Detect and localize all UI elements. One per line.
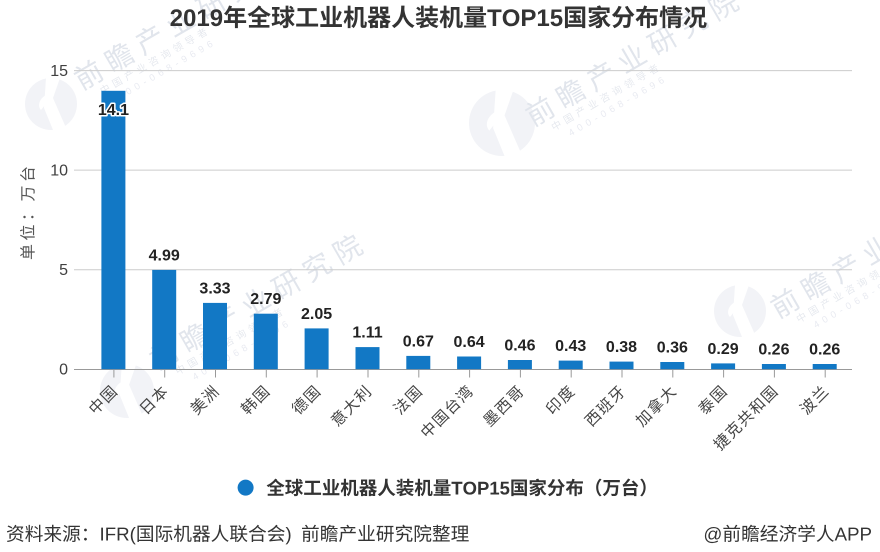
svg-text:5: 5 (59, 262, 68, 279)
svg-text:0: 0 (59, 362, 68, 379)
svg-text:14.1: 14.1 (98, 102, 129, 119)
svg-text:0.64: 0.64 (454, 334, 485, 351)
svg-text:4.99: 4.99 (149, 247, 180, 264)
svg-text:0.36: 0.36 (657, 340, 688, 357)
svg-text:3.33: 3.33 (199, 280, 230, 297)
svg-text:10: 10 (50, 163, 68, 180)
svg-text:0.26: 0.26 (758, 342, 789, 359)
svg-text:0.38: 0.38 (606, 339, 637, 356)
svg-text:0.26: 0.26 (809, 342, 840, 359)
svg-text:0.29: 0.29 (708, 341, 739, 358)
svg-text:0.46: 0.46 (504, 338, 535, 355)
svg-text:2.79: 2.79 (250, 291, 281, 308)
svg-text:0.67: 0.67 (403, 333, 434, 350)
svg-text:15: 15 (50, 63, 68, 80)
svg-text:0.43: 0.43 (555, 338, 586, 355)
svg-text:2.05: 2.05 (301, 306, 332, 323)
svg-text:1.11: 1.11 (352, 325, 382, 342)
